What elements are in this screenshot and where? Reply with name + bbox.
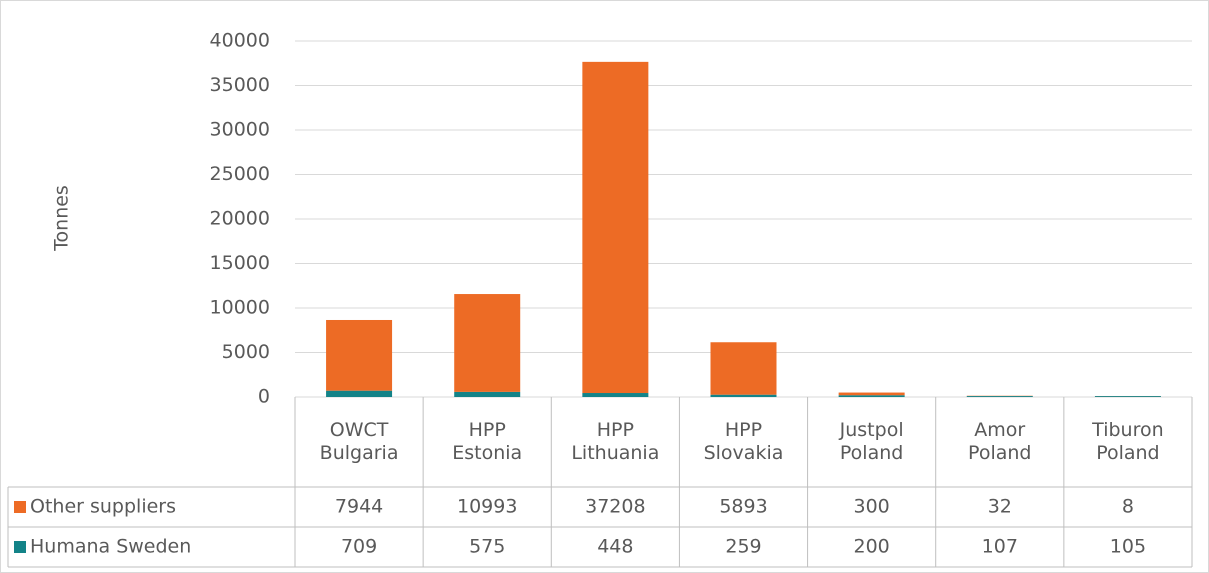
table-value: 5893 (719, 496, 767, 518)
bar-segment (582, 393, 649, 397)
legend-swatch (14, 541, 26, 553)
x-tick-cell: HPP Slovakia (703, 419, 784, 464)
bar-segment (454, 294, 521, 392)
table-value: 8 (1122, 496, 1134, 518)
bar-segment (326, 390, 393, 397)
y-tick-label: 15000 (210, 252, 270, 274)
bar-segment (838, 395, 905, 397)
table-value: 10993 (457, 496, 517, 518)
y-tick-label: 25000 (210, 163, 270, 185)
table-value: 37208 (585, 496, 645, 518)
legend-label: Other suppliers (30, 496, 176, 518)
table-value: 7944 (335, 496, 383, 518)
x-tick-label: HPP Lithuania (571, 419, 660, 464)
table-value: 200 (854, 536, 890, 558)
bar-segment (1094, 396, 1161, 397)
bar-segment (710, 394, 777, 397)
legend-label: Humana Sweden (30, 536, 191, 558)
y-tick-label: 5000 (222, 341, 270, 363)
table-value: 105 (1110, 536, 1146, 558)
y-tick-label: 30000 (210, 119, 270, 141)
table-value: 709 (341, 536, 377, 558)
bar-segment (838, 392, 905, 396)
x-tick-label: Justpol Poland (839, 419, 904, 464)
x-tick-cell: HPP Lithuania (571, 419, 660, 464)
table-value: 575 (469, 536, 505, 558)
bar-segment (454, 391, 521, 397)
y-tick-label: 10000 (210, 297, 270, 319)
bar-segment (582, 61, 649, 394)
x-tick-cell: OWCT Bulgaria (319, 419, 399, 464)
y-tick-label: 35000 (210, 74, 270, 96)
y-axis-label: Tonnes (51, 185, 73, 252)
y-tick-label: 40000 (210, 30, 270, 52)
x-tick-label: Tiburon Poland (1092, 419, 1164, 464)
x-tick-label: HPP Slovakia (703, 419, 784, 464)
bar-segment (710, 342, 777, 395)
table-value: 259 (725, 536, 761, 558)
x-tick-cell: Amor Poland (968, 419, 1032, 464)
table-value: 32 (988, 496, 1012, 518)
table-value: 448 (597, 536, 633, 558)
x-tick-label: OWCT Bulgaria (319, 419, 399, 464)
table-value: 300 (854, 496, 890, 518)
bar-segment (326, 319, 393, 391)
x-tick-label: HPP Estonia (452, 419, 523, 464)
x-tick-cell: Justpol Poland (839, 419, 904, 464)
legend-swatch (14, 501, 26, 513)
x-tick-label: Amor Poland (968, 419, 1032, 464)
bar-segment (966, 396, 1033, 397)
y-tick-label: 20000 (210, 208, 270, 230)
table-value: 107 (982, 536, 1018, 558)
x-tick-cell: HPP Estonia (452, 419, 523, 464)
y-tick-label: 0 (258, 386, 270, 408)
x-tick-cell: Tiburon Poland (1092, 419, 1164, 464)
